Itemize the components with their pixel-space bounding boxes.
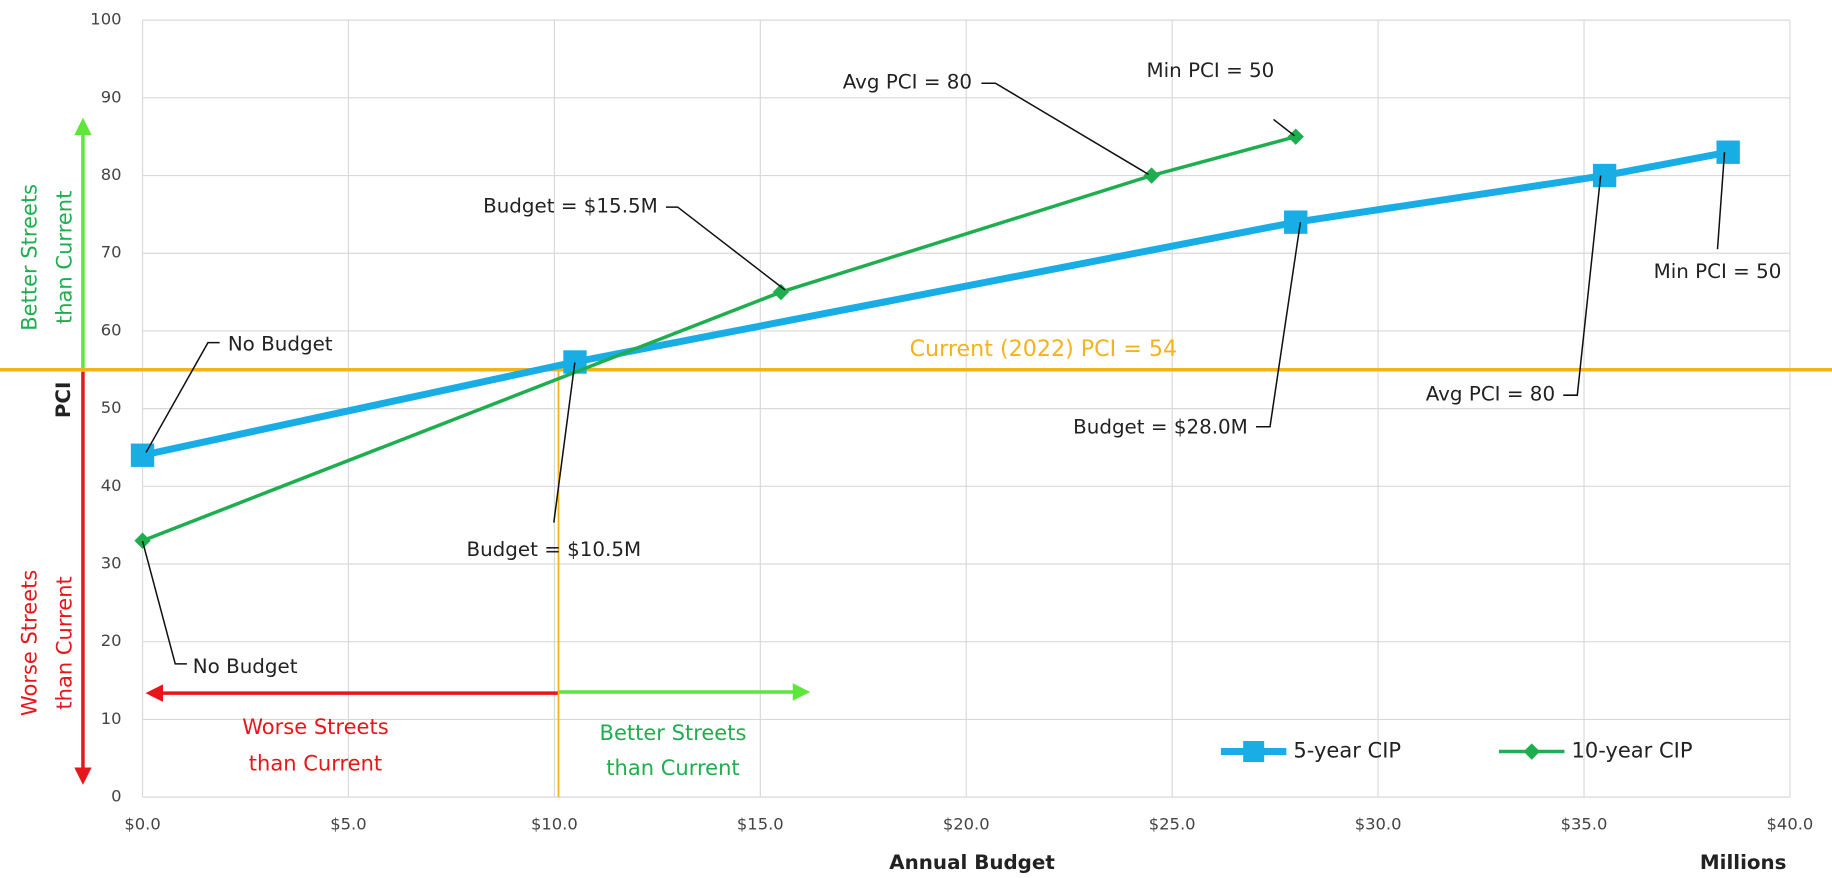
series-line xyxy=(141,134,1297,543)
y-axis-label: PCI xyxy=(52,382,75,419)
annotation: Avg PCI = 80 xyxy=(843,71,972,94)
annotation: Budget = $28.0M xyxy=(1073,415,1248,438)
y-tick-label: 20 xyxy=(101,631,122,650)
legend-marker xyxy=(1523,743,1540,760)
annotation: Budget = $10.5M xyxy=(466,538,641,561)
legend-label: 10-year CIP xyxy=(1571,738,1692,763)
legend-marker xyxy=(1243,741,1265,763)
side-label: Worse Streets than Current xyxy=(16,570,76,716)
y-tick-label: 30 xyxy=(101,554,122,573)
side-label-line: Worse Streets xyxy=(242,714,388,739)
marker xyxy=(1284,210,1308,234)
reference-label: Current (2022) PCI = 54 xyxy=(910,336,1178,362)
y-tick-label: 80 xyxy=(101,165,122,184)
plot: Current (2022) PCI = 54 5-year CIP 10-year… xyxy=(0,59,1832,798)
series-line xyxy=(141,148,1729,459)
x-tick-label: $5.0 xyxy=(330,815,366,834)
side-label-line: Better Streets xyxy=(600,720,747,745)
annotation: Budget = $15.5M xyxy=(483,195,658,218)
leader-line xyxy=(145,341,220,453)
leader-line xyxy=(553,362,576,523)
grid: 0 10 20 30 40 50 60 70 80 90 100 $0.0 $5.0 $10.0 $15.0… xyxy=(90,10,1813,834)
side-label-line: than Current xyxy=(51,191,76,324)
x-tick-label: $25.0 xyxy=(1149,815,1196,834)
leader-line xyxy=(141,541,187,665)
marker xyxy=(1716,140,1740,164)
x-tick-label: $35.0 xyxy=(1561,815,1608,834)
marker xyxy=(772,283,790,301)
side-label: Better Streets than Current xyxy=(16,184,76,331)
legend-label: 5-year CIP xyxy=(1293,738,1401,763)
x-tick-label: $40.0 xyxy=(1767,815,1814,834)
x-axis-label: Annual Budget xyxy=(889,851,1055,874)
y-tick-label: 100 xyxy=(90,10,121,29)
annotation: Avg PCI = 80 xyxy=(1426,383,1555,406)
leader-line xyxy=(1273,118,1296,137)
marker xyxy=(134,532,151,549)
y-tick-label: 90 xyxy=(101,87,122,106)
annotation: Min PCI = 50 xyxy=(1654,260,1782,283)
side-label-line: Worse Streets xyxy=(16,570,41,716)
side-label-line: Better Streets xyxy=(16,184,41,331)
marker xyxy=(1287,128,1304,145)
leader-line xyxy=(665,206,786,291)
marker xyxy=(130,443,155,467)
y-tick-label: 10 xyxy=(101,709,122,728)
leader-line xyxy=(1716,152,1726,250)
marker xyxy=(1143,167,1160,184)
y-tick-label: 0 xyxy=(111,787,121,806)
side-label-line: than Current xyxy=(249,750,382,775)
x-tick-label: $15.0 xyxy=(737,815,784,834)
annotation: Min PCI = 50 xyxy=(1147,59,1275,82)
side-label-line: than Current xyxy=(606,755,739,780)
marker xyxy=(1592,163,1617,188)
leader-line xyxy=(1255,222,1302,428)
side-label-line: than Current xyxy=(51,576,76,709)
x-tick-label: $20.0 xyxy=(943,815,990,834)
leader-line xyxy=(981,82,1149,176)
y-tick-label: 40 xyxy=(101,476,122,495)
marker xyxy=(563,350,587,374)
y-tick-label: 60 xyxy=(101,320,122,339)
y-tick-label: 70 xyxy=(101,243,122,262)
x-tick-label: $10.0 xyxy=(531,815,578,834)
x-tick-label: $30.0 xyxy=(1355,815,1402,834)
leader-line xyxy=(1563,175,1602,396)
annotation: No Budget xyxy=(228,332,333,355)
annotation: No Budget xyxy=(193,655,298,678)
y-tick-label: 50 xyxy=(101,398,122,417)
x-axis-unit: Millions xyxy=(1700,851,1787,874)
x-tick-label: $0.0 xyxy=(124,815,160,834)
